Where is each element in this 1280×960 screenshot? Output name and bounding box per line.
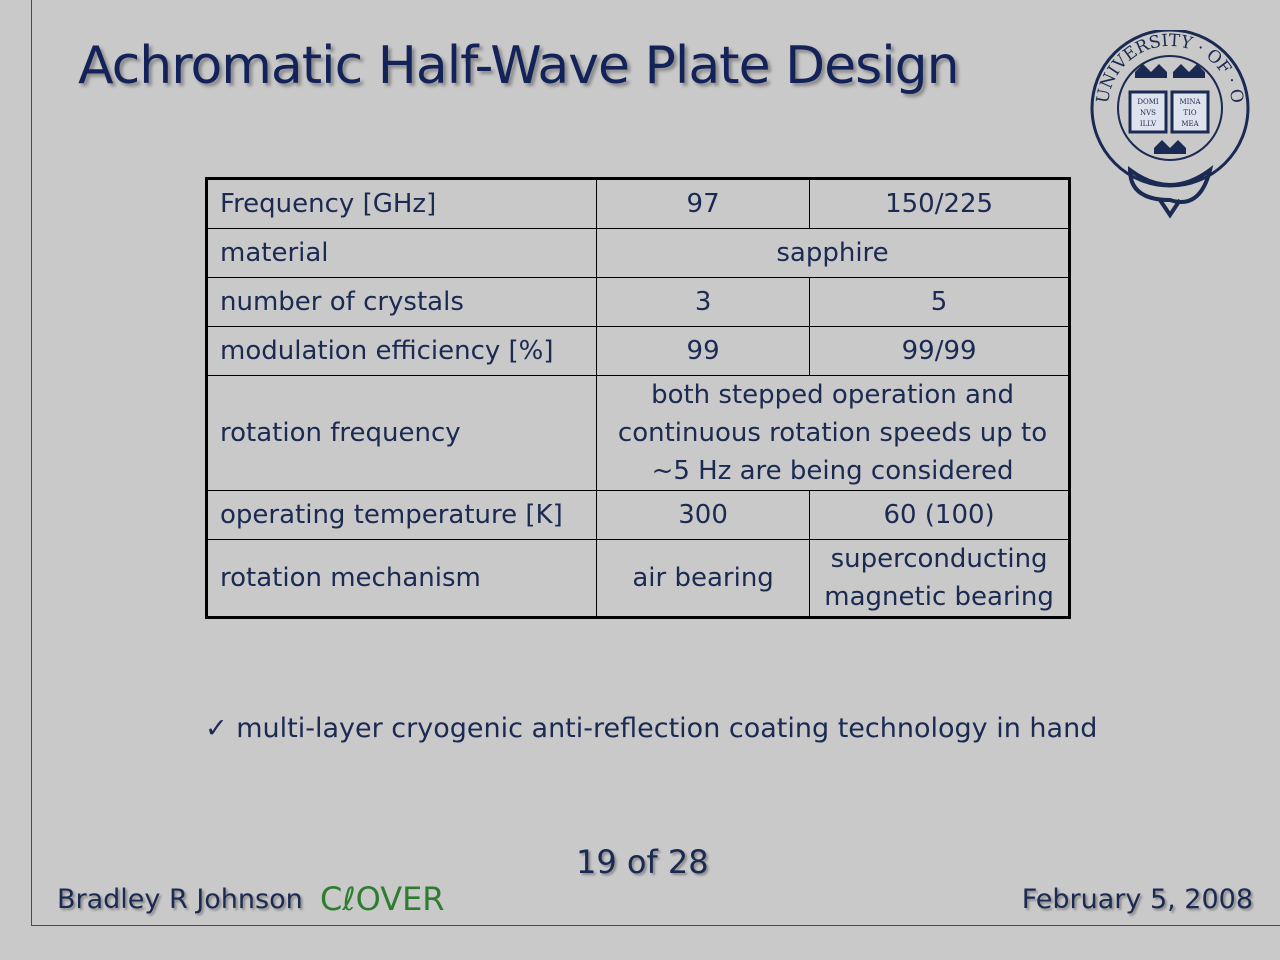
table-cell: operating temperature [K] (205, 490, 598, 540)
clover-logo: CℓOVER (320, 880, 445, 918)
table-cell: material (205, 228, 598, 278)
cell-line: continuous rotation speeds up to (617, 418, 1048, 448)
frame-line (31, 0, 32, 926)
table-cell: 5 (809, 277, 1070, 327)
table-cell: 300 (596, 490, 811, 540)
table-cell: 99 (596, 326, 811, 376)
table-row: material sapphire (205, 228, 1070, 278)
table-cell: superconducting magnetic bearing (809, 539, 1070, 618)
cell-line: superconducting (830, 544, 1048, 574)
page-number: 19 of 28 (576, 843, 709, 881)
seal-book-text: ILLV (1140, 120, 1157, 128)
bullet-text: multi-layer cryogenic anti-reflection co… (236, 713, 1098, 744)
table-cell: air bearing (596, 539, 811, 618)
table-cell: 99/99 (809, 326, 1070, 376)
table-cell: rotation mechanism (205, 539, 598, 618)
cell-line: magnetic bearing (824, 582, 1054, 612)
slide-title: Achromatic Half-Wave Plate Design (78, 36, 960, 96)
table-cell: modulation efficiency [%] (205, 326, 598, 376)
table-row: Frequency [GHz] 97 150/225 (205, 178, 1070, 229)
seal-book-text: MINA (1179, 98, 1201, 106)
table-row: rotation frequency both stepped operation… (205, 375, 1070, 491)
seal-book-text: NVS (1140, 109, 1156, 117)
seal-book-text: TIO (1183, 109, 1196, 117)
table-cell: 97 (596, 178, 811, 229)
table-cell: rotation frequency (205, 375, 598, 491)
table-cell: 3 (596, 277, 811, 327)
check-mark: ✓ (205, 713, 228, 744)
spec-table: Frequency [GHz] 97 150/225 material sapphire… (205, 177, 1071, 619)
table-cell: number of crystals (205, 277, 598, 327)
date: February 5, 2008 (1021, 884, 1253, 915)
table-cell: Frequency [GHz] (205, 178, 598, 229)
bullet: ✓ multi-layer cryogenic anti-reflection … (205, 713, 1097, 744)
oxford-seal: UNIVERSITY · OF · OXFORD DOMINVSILLVMINA… (1085, 30, 1250, 219)
table-cell: sapphire (596, 228, 1070, 278)
table-row: rotation mechanism air bearing superconduc… (205, 539, 1070, 618)
table-cell: 150/225 (809, 178, 1070, 229)
frame-line (31, 925, 1280, 926)
table-cell: both stepped operation and continuous rot… (596, 375, 1070, 491)
table-row: number of crystals 3 5 (205, 277, 1070, 327)
table-cell: 60 (100) (809, 490, 1070, 540)
author: Bradley R Johnson (57, 884, 303, 915)
seal-book-text: DOMI (1137, 98, 1159, 106)
cell-line: both stepped operation and (651, 380, 1014, 410)
table-row: operating temperature [K] 300 60 (100) (205, 490, 1070, 540)
table-row: modulation efficiency [%] 99 99/99 (205, 326, 1070, 376)
seal-book-text: MEA (1181, 120, 1199, 128)
cell-line: ~5 Hz are being considered (651, 456, 1014, 486)
